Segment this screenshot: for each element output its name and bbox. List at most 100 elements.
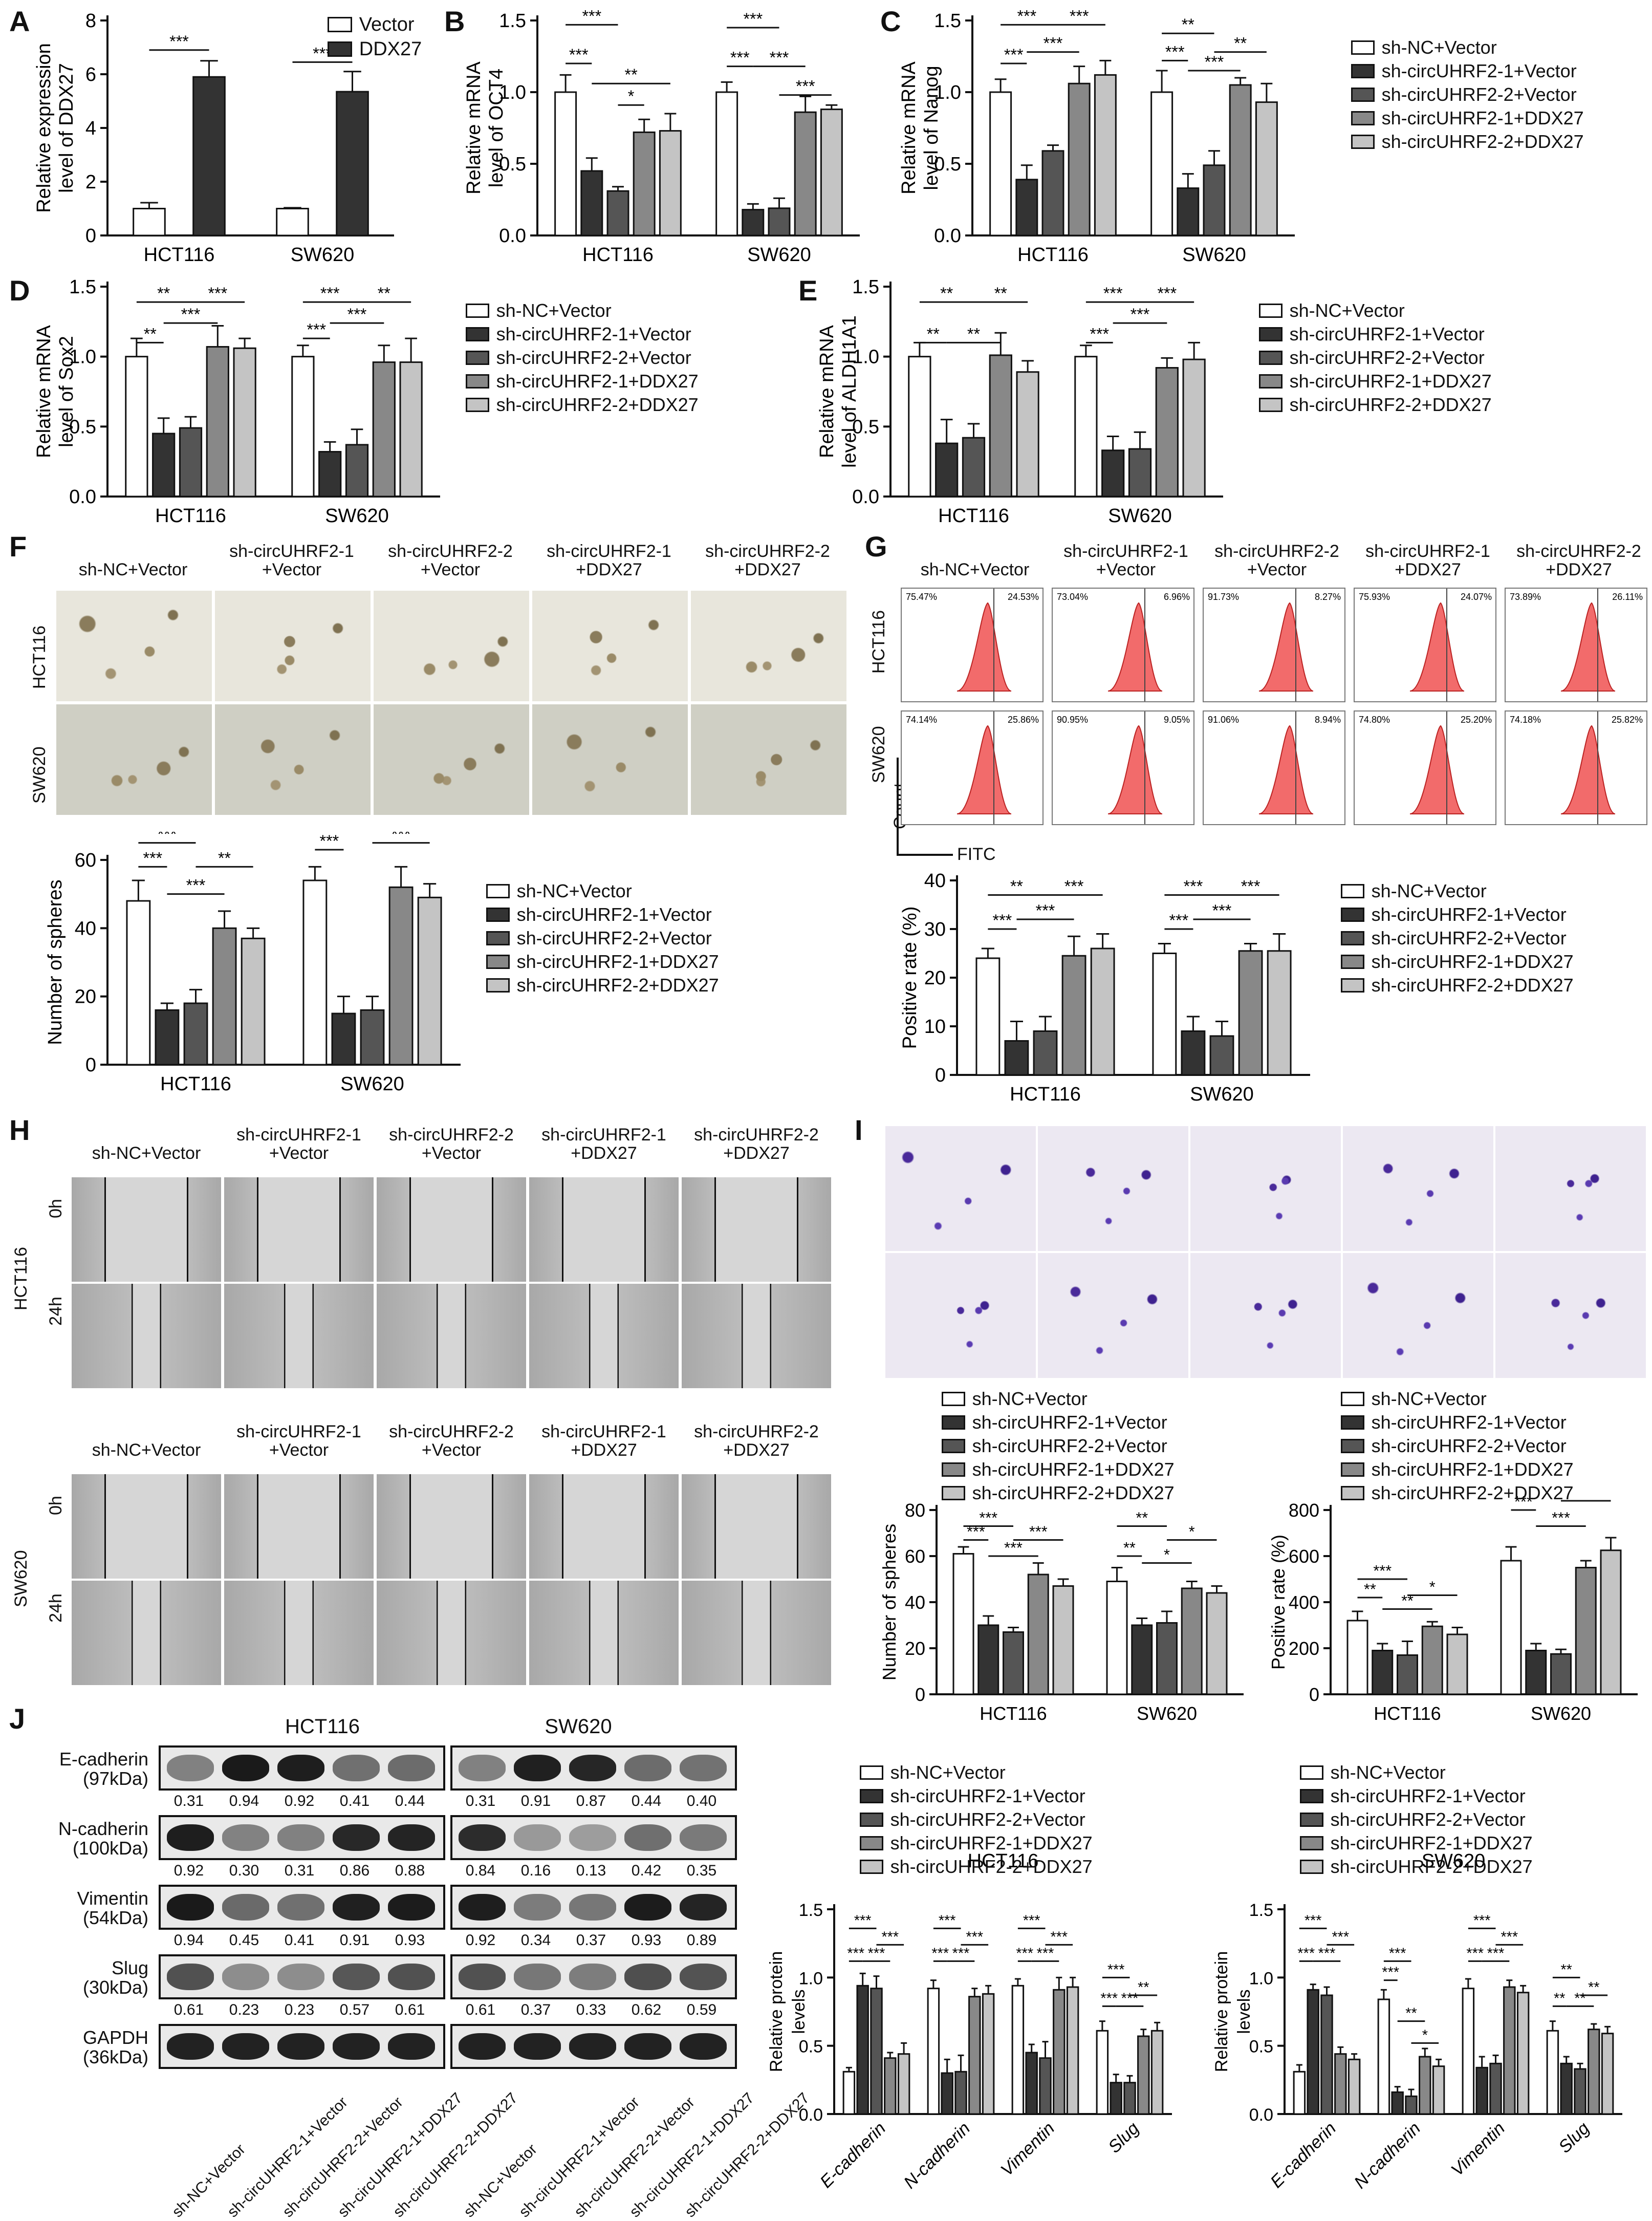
sig-label: *** bbox=[1466, 1945, 1484, 1961]
flow-row-sw620: SW620 bbox=[869, 726, 888, 784]
bar bbox=[1209, 1035, 1234, 1076]
wb-quant-value: 0.92 bbox=[284, 1793, 315, 1809]
wb-band bbox=[333, 2033, 380, 2060]
sphere-image bbox=[56, 704, 212, 815]
legend-item: sh-circUHRF2-1+DDX27 bbox=[1341, 950, 1574, 974]
sig-label: *** bbox=[770, 49, 789, 67]
y-axis-label: Positive rate (%) bbox=[1268, 1535, 1289, 1670]
flow-header-2: sh-circUHRF2-1 +Vector bbox=[1063, 542, 1188, 579]
bar bbox=[1025, 2052, 1038, 2115]
wb-quant-value: 0.45 bbox=[229, 1932, 259, 1949]
bar bbox=[897, 2053, 910, 2115]
flow-right-percent: 6.96% bbox=[1164, 592, 1190, 602]
bar bbox=[179, 427, 203, 498]
sig-label: ** bbox=[1182, 15, 1195, 34]
legend-swatch bbox=[1351, 87, 1375, 102]
wb-band bbox=[333, 1894, 380, 1921]
bar bbox=[1066, 1986, 1079, 2115]
x-tick-label: SW620 bbox=[1137, 1703, 1197, 1724]
legend-item: sh-circUHRF2-1+DDX27 bbox=[942, 1458, 1175, 1481]
legend-label: sh-circUHRF2-2+DDX27 bbox=[516, 975, 719, 996]
legend-label: sh-NC+Vector bbox=[890, 1762, 1006, 1783]
bar bbox=[1397, 1654, 1418, 1695]
wb-quant-value: 0.37 bbox=[576, 1932, 606, 1949]
legend-label: sh-circUHRF2-1+DDX27 bbox=[890, 1832, 1093, 1853]
wb-band bbox=[514, 2033, 561, 2060]
sig-label: *** bbox=[1487, 1945, 1505, 1961]
wound-image bbox=[377, 1284, 526, 1388]
legend-item: sh-circUHRF2-2+Vector bbox=[1341, 1434, 1574, 1458]
wound-time-label: 24h bbox=[46, 1297, 66, 1326]
legend-d: sh-NC+Vector sh-circUHRF2-1+Vector sh-circ… bbox=[466, 299, 699, 417]
transwell-image bbox=[1343, 1126, 1493, 1251]
wound-image bbox=[529, 1581, 679, 1685]
bar bbox=[233, 347, 256, 498]
bar bbox=[1320, 1994, 1333, 2115]
flow-peak bbox=[1409, 725, 1465, 814]
bar bbox=[1546, 2030, 1559, 2115]
bar bbox=[952, 1553, 974, 1695]
x-tick-label: SW620 bbox=[291, 244, 355, 266]
wound-image bbox=[72, 1474, 221, 1579]
sig-label: ** bbox=[1588, 1979, 1600, 1996]
transwell-image bbox=[1038, 1253, 1188, 1378]
sig-label: *** bbox=[1501, 1929, 1518, 1945]
wb-band bbox=[167, 1824, 214, 1851]
bar bbox=[1181, 1587, 1203, 1695]
row-label-sw620: SW620 bbox=[30, 746, 49, 804]
legend-swatch bbox=[942, 1415, 965, 1430]
legend-label: sh-NC+Vector bbox=[972, 1388, 1088, 1409]
x-tick-label: HCT116 bbox=[144, 244, 215, 266]
y-tick-label: 8 bbox=[85, 10, 96, 32]
bar bbox=[1131, 1624, 1153, 1695]
sig-label: *** bbox=[1044, 34, 1063, 53]
sig-label: ** bbox=[1364, 1581, 1376, 1598]
sig-label: *** bbox=[569, 46, 589, 64]
legend-item: sh-circUHRF2-1+Vector bbox=[1300, 1784, 1533, 1808]
x-tick-label: HCT116 bbox=[938, 505, 1009, 527]
legend-item: sh-circUHRF2-2+DDX27 bbox=[1341, 1481, 1574, 1505]
bar bbox=[1016, 371, 1039, 498]
flow-plot: 75.93% 24.07% bbox=[1359, 589, 1492, 701]
wound-image bbox=[682, 1581, 831, 1685]
legend-swatch bbox=[486, 931, 510, 946]
y-tick-label: 0.0 bbox=[799, 2105, 823, 2125]
sig-label: *** bbox=[1090, 325, 1109, 343]
x-tick-label: HCT116 bbox=[160, 1073, 231, 1095]
wb-quant-value: 0.23 bbox=[229, 2001, 259, 2018]
legend-label: sh-circUHRF2-1+DDX27 bbox=[496, 371, 699, 392]
bar bbox=[962, 437, 986, 498]
wb-quant-value: 0.94 bbox=[229, 1793, 259, 1809]
bar bbox=[1525, 1650, 1547, 1695]
sig-label: *** bbox=[307, 320, 326, 339]
legend-label: sh-circUHRF2-2+Vector bbox=[890, 1809, 1085, 1830]
legend-item: sh-NC+Vector bbox=[1300, 1761, 1533, 1784]
bar bbox=[1238, 950, 1263, 1076]
wb-quant-value: 0.40 bbox=[686, 1793, 717, 1809]
flow-right-percent: 25.86% bbox=[1008, 715, 1039, 725]
legend-label: sh-circUHRF2-1+Vector bbox=[516, 904, 712, 925]
legend-swatch bbox=[486, 954, 510, 969]
flow-peak bbox=[1258, 725, 1314, 814]
bar bbox=[1601, 2033, 1614, 2115]
flow-peak bbox=[1409, 602, 1465, 692]
legend-item: sh-circUHRF2-2+DDX27 bbox=[486, 974, 719, 997]
legend-label: DDX27 bbox=[359, 38, 422, 60]
legend-label: sh-NC+Vector bbox=[1330, 1762, 1446, 1783]
wb-protein-label: Vimentin (54kDa) bbox=[77, 1888, 148, 1928]
sig-label: *** bbox=[1157, 284, 1177, 303]
legend-swatch bbox=[860, 1765, 883, 1780]
legend-swatch bbox=[466, 303, 489, 318]
col-header-4: sh-circUHRF2-1 +DDX27 bbox=[547, 542, 671, 579]
bar bbox=[1405, 2095, 1418, 2115]
wound-image bbox=[682, 1474, 831, 1579]
wb-band bbox=[333, 1755, 380, 1781]
wound-col-header: sh-circUHRF2-2 +Vector bbox=[389, 1125, 514, 1163]
y-tick-label: 1.0 bbox=[69, 347, 96, 368]
bar bbox=[212, 927, 237, 1066]
bar bbox=[715, 91, 738, 236]
bar bbox=[1150, 2030, 1164, 2115]
wb-band bbox=[569, 2033, 616, 2060]
